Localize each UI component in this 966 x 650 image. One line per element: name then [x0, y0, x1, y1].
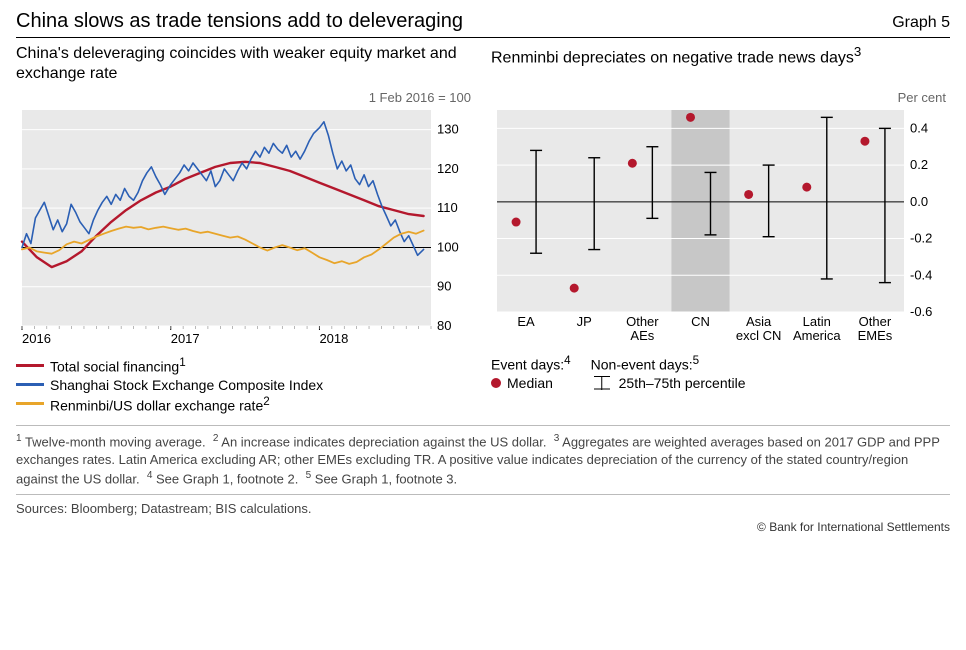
title-row: China slows as trade tensions add to del…: [16, 10, 950, 38]
legend-item: Total social financing1: [16, 356, 475, 375]
svg-text:America: America: [793, 328, 841, 343]
svg-text:80: 80: [437, 318, 451, 333]
legend-heading: Event days:4: [491, 354, 571, 373]
svg-text:JP: JP: [577, 314, 592, 329]
legend-label: Total social financing1: [50, 356, 186, 375]
legend-label: 25th–75th percentile: [619, 375, 746, 391]
legend-col: Event days:4 Median: [491, 354, 571, 393]
legend-swatch: [16, 402, 44, 405]
svg-text:-0.4: -0.4: [910, 267, 932, 282]
left-unit: 1 Feb 2016 = 100: [16, 90, 471, 108]
left-plot: 80 90 100 110 120 130 2016 2017 2018: [16, 108, 475, 348]
main-title: China slows as trade tensions add to del…: [16, 10, 463, 33]
svg-text:Other: Other: [626, 314, 659, 329]
svg-text:0.0: 0.0: [910, 194, 928, 209]
legend-label: Shanghai Stock Exchange Composite Index: [50, 377, 323, 393]
svg-text:110: 110: [437, 200, 458, 215]
svg-text:90: 90: [437, 279, 451, 294]
whisker-icon: [591, 376, 613, 390]
right-unit: Per cent: [491, 90, 946, 108]
right-panel-title: Renminbi depreciates on negative trade n…: [491, 44, 950, 88]
legend-item: Shanghai Stock Exchange Composite Index: [16, 377, 475, 393]
legend-label: Renminbi/US dollar exchange rate2: [50, 395, 270, 414]
legend-heading: Non-event days:5: [591, 354, 746, 373]
svg-text:Latin: Latin: [803, 314, 831, 329]
svg-text:2018: 2018: [319, 331, 348, 346]
panels: China's deleveraging coincides with weak…: [16, 44, 950, 415]
svg-text:CN: CN: [691, 314, 710, 329]
svg-text:EMEs: EMEs: [858, 328, 893, 343]
svg-text:0.4: 0.4: [910, 120, 928, 135]
svg-text:130: 130: [437, 122, 459, 137]
svg-text:0.2: 0.2: [910, 157, 928, 172]
legend-item: Median: [491, 375, 571, 391]
svg-text:EA: EA: [517, 314, 535, 329]
left-chart-svg: 80 90 100 110 120 130 2016 2017 2018: [16, 108, 471, 348]
svg-text:100: 100: [437, 239, 459, 254]
left-legend: Total social financing1 Shanghai Stock Ex…: [16, 354, 475, 415]
svg-text:-0.2: -0.2: [910, 231, 932, 246]
svg-text:Asia: Asia: [746, 314, 772, 329]
right-plot: -0.6-0.4-0.20.00.20.4EAJPOtherAEsCNAsiae…: [491, 108, 950, 348]
figure: China slows as trade tensions add to del…: [0, 0, 966, 542]
copyright: © Bank for International Settlements: [16, 520, 950, 534]
svg-text:-0.6: -0.6: [910, 304, 932, 319]
right-legend: Event days:4 Median Non-event days:5 25th–7…: [491, 354, 950, 393]
right-panel: Renminbi depreciates on negative trade n…: [491, 44, 950, 415]
legend-label: Median: [507, 375, 553, 391]
svg-text:2016: 2016: [22, 331, 51, 346]
legend-swatch: [16, 364, 44, 367]
legend-item: Renminbi/US dollar exchange rate2: [16, 395, 475, 414]
svg-text:2017: 2017: [171, 331, 200, 346]
legend-swatch: [16, 383, 44, 386]
graph-number: Graph 5: [892, 14, 950, 32]
svg-text:120: 120: [437, 161, 459, 176]
legend-item: 25th–75th percentile: [591, 375, 746, 391]
left-panel: China's deleveraging coincides with weak…: [16, 44, 475, 415]
svg-text:excl CN: excl CN: [736, 328, 782, 343]
legend-col: Non-event days:5 25th–75th percentile: [591, 354, 746, 393]
svg-text:AEs: AEs: [630, 328, 654, 343]
left-panel-title: China's deleveraging coincides with weak…: [16, 44, 475, 88]
footnotes: 1 Twelve-month moving average. 2 An incr…: [16, 425, 950, 487]
right-chart-svg: -0.6-0.4-0.20.00.20.4EAJPOtherAEsCNAsiae…: [491, 108, 946, 348]
svg-text:Other: Other: [859, 314, 892, 329]
median-dot-icon: [491, 378, 501, 388]
sources: Sources: Bloomberg; Datastream; BIS calc…: [16, 494, 950, 516]
